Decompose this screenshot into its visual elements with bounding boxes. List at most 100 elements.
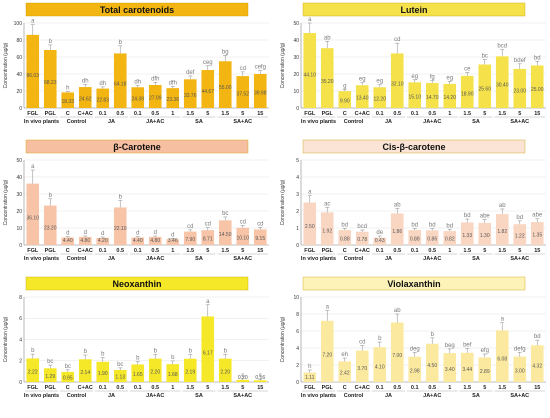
- significance-letter: c: [259, 373, 262, 379]
- significance-letter: fg: [430, 74, 435, 80]
- significance-letter: b: [224, 348, 228, 354]
- bar: [253, 380, 267, 382]
- data-label: 8.71: [203, 236, 213, 242]
- x-tick-label: 1.5: [463, 248, 471, 254]
- chart-title-box: [302, 276, 526, 291]
- x-tick-label: 5: [483, 111, 486, 117]
- bar: [96, 361, 110, 382]
- data-label: 2.50: [305, 224, 315, 230]
- data-label: 0.78: [357, 237, 367, 243]
- x-tick-label: 1.5: [498, 385, 506, 391]
- significance-letter: a: [501, 317, 505, 323]
- data-label: 1.86: [392, 229, 402, 235]
- significance-letter: efg: [481, 348, 489, 354]
- x-tick-label: FGL: [27, 248, 39, 254]
- significance-letter: a: [206, 299, 210, 305]
- significance-letter: bdef: [514, 58, 526, 64]
- bar: [26, 183, 40, 245]
- y-axis-label: Concentration (µg/g): [3, 179, 9, 225]
- bar: [425, 343, 439, 382]
- significance-letter: beg: [445, 343, 455, 349]
- group-label: SA+AC: [510, 119, 529, 125]
- y-tick-label: 60: [16, 55, 22, 61]
- x-tick-label: FGL: [304, 385, 316, 391]
- significance-letter: def: [186, 70, 195, 76]
- x-tick-label: C: [343, 385, 347, 391]
- bar: [513, 356, 527, 382]
- chart-title-box: [25, 2, 249, 17]
- significance-letter: b: [136, 355, 140, 361]
- data-label: 39.98: [254, 91, 267, 97]
- bar: [460, 75, 474, 108]
- data-label: 4.80: [80, 238, 90, 244]
- group-label: JA+AC: [423, 393, 441, 399]
- data-label: 0.16: [255, 375, 265, 381]
- y-tick-label: 0: [19, 380, 22, 386]
- y-tick-label: 6: [19, 316, 22, 322]
- x-tick-label: 0.5: [393, 248, 401, 254]
- bar: [236, 227, 250, 245]
- y-tick-label: 3: [296, 192, 299, 198]
- data-label: 23.00: [513, 88, 526, 94]
- chart-panel-1: Total carotenoids Concentration (µg/g) 0 20…: [3, 2, 269, 125]
- significance-letter: bc: [47, 359, 53, 365]
- bar: [390, 213, 404, 245]
- chart-title: Violaxanthin: [387, 279, 440, 289]
- bar: [61, 371, 75, 382]
- significance-letter: d: [101, 231, 104, 237]
- data-label: 24.62: [79, 97, 92, 103]
- data-label: 44.67: [201, 89, 214, 95]
- data-label: 25.60: [478, 86, 491, 92]
- y-tick-label: 4: [296, 346, 299, 352]
- significance-letter: dfh: [169, 80, 177, 86]
- significance-letter: eg: [411, 74, 418, 80]
- x-tick-label: 1.5: [221, 248, 229, 254]
- y-tick-label: 10: [293, 295, 299, 301]
- bar: [530, 345, 544, 382]
- group-label: JA+AC: [146, 393, 164, 399]
- bar: [513, 224, 527, 245]
- group-label: JA: [108, 119, 115, 125]
- significance-letter: bd: [516, 215, 523, 221]
- chart-title-box: [25, 139, 249, 154]
- x-tick-label: 0.1: [134, 111, 142, 117]
- x-tick-label: 5: [241, 248, 244, 254]
- x-tick-label: 0.1: [411, 111, 419, 117]
- data-label: 4.80: [150, 238, 160, 244]
- data-label: 22.10: [114, 226, 127, 232]
- significance-letter: cefg: [255, 65, 266, 71]
- significance-letter: abe: [532, 213, 543, 219]
- significance-letter: ac: [324, 201, 330, 207]
- bar: [460, 222, 474, 245]
- x-tick-label: 1: [171, 111, 174, 117]
- bar: [460, 352, 474, 382]
- group-label: SA: [472, 393, 480, 399]
- x-tick-label: 15: [534, 385, 540, 391]
- x-tick-label: 5: [241, 111, 244, 117]
- group-label: JA: [385, 393, 392, 399]
- data-label: 1.13: [115, 375, 125, 381]
- x-tick-label: C+AC: [78, 248, 93, 254]
- data-label: 9.90: [340, 98, 350, 104]
- data-label: 4.32: [532, 363, 542, 369]
- y-tick-label: 8: [19, 295, 22, 301]
- significance-letter: cd: [205, 222, 211, 228]
- significance-letter: bg: [222, 49, 229, 55]
- significance-letter: abe: [480, 214, 491, 220]
- y-tick-label: 40: [293, 38, 299, 44]
- significance-letter: bcd: [357, 224, 367, 230]
- data-label: 2.20: [150, 369, 160, 375]
- chart-panel-6: Violaxanthin Concentration (µg/g) 0 2 4 6 8 10 h…: [280, 276, 546, 399]
- bar: [513, 68, 527, 108]
- bar: [320, 320, 334, 382]
- y-axis-label: Concentration (µg/g): [280, 42, 286, 88]
- data-label: 1.90: [98, 371, 108, 377]
- x-tick-label: 15: [257, 111, 263, 117]
- significance-letter: b: [84, 349, 88, 355]
- bar: [495, 214, 509, 245]
- x-tick-label: 0.5: [393, 385, 401, 391]
- significance-letter: bd: [464, 213, 471, 219]
- bar: [390, 322, 404, 382]
- bar: [408, 230, 422, 245]
